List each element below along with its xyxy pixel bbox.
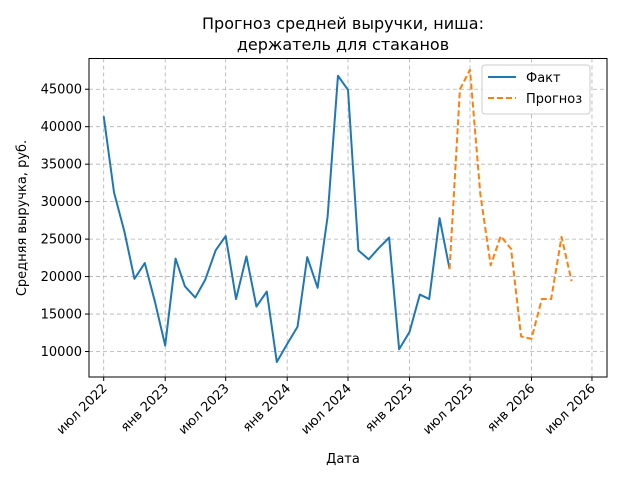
x-tick-label: июл 2026 — [542, 381, 599, 438]
y-tick-label: 10000 — [41, 345, 82, 360]
chart-title-line-2: держатель для стаканов — [237, 35, 449, 54]
x-tick-label: июл 2023 — [176, 381, 233, 438]
x-axis-label: Дата — [326, 452, 360, 467]
y-tick-label: 45000 — [41, 83, 82, 98]
y-tick-label: 30000 — [41, 195, 82, 210]
plot-frame — [88, 58, 608, 378]
legend: Факт Прогноз — [481, 64, 591, 115]
y-tick-label: 35000 — [41, 158, 82, 173]
x-tick-label: янв 2023 — [118, 381, 172, 435]
x-tick-label: янв 2026 — [484, 381, 538, 435]
x-tick-label: июл 2022 — [54, 381, 111, 438]
legend-fact-label: Факт — [526, 71, 561, 86]
y-tick-label: 15000 — [41, 308, 82, 323]
chart-title-line-1: Прогноз средней выручки, ниша: — [202, 14, 484, 33]
y-tick-label: 20000 — [41, 270, 82, 285]
series-line-fact — [102, 74, 451, 364]
x-tick-label: янв 2025 — [362, 381, 416, 435]
ticks: 10000 15000 20000 25000 30000 35000 40000 45000… — [41, 83, 599, 438]
y-axis-label: Средняя выручка, руб. — [15, 140, 30, 296]
series-line-forecast — [448, 68, 573, 340]
y-tick-label: 25000 — [41, 233, 82, 248]
legend-forecast-label: Прогноз — [526, 92, 582, 107]
series-layer — [102, 68, 573, 364]
x-tick-label: июл 2024 — [298, 381, 355, 438]
x-tick-label: июл 2025 — [420, 381, 477, 438]
y-tick-label: 40000 — [41, 120, 82, 135]
x-tick-label: янв 2024 — [240, 381, 294, 435]
